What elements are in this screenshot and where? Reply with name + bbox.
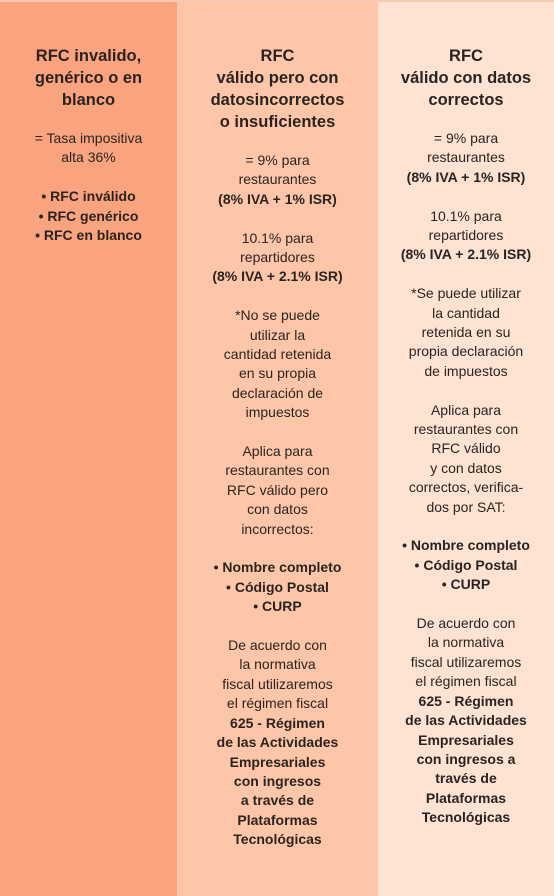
text-line: (8% IVA + 1% ISR) [406,168,526,185]
text-line: RFC [260,47,295,65]
text-line: en su propia [238,365,317,382]
text-line: y con datos [430,459,502,476]
text-block: *Se puede utilizar la cantidad retenida en… [378,284,554,381]
text-line: Empresariales [418,731,514,748]
text-line: RFC [449,47,483,65]
text-line: dos por SAT: [426,498,506,515]
text-block: Aplica para restaurantes con RFC válido pe… [177,442,378,539]
text-block: = 9% para restaurantes (8% IVA + 1% ISR) [378,129,554,187]
text-block: Aplica para restaurantes con RFC válido y c… [378,401,554,517]
text-block: • Nombre completo • Código Postal • CURP [378,536,554,594]
text-line: a través de [240,792,315,809]
text-line: RFC válido pero [226,481,329,498]
text-line: fiscal utilizaremos [410,653,522,670]
text-line: propia declaración [408,343,524,360]
text-line: 10.1% para [430,207,502,224]
text-line: la cantidad [432,304,500,321]
text-line: 625 - Régimen [230,714,325,731]
text-line: de las Actividades [216,734,339,751]
text-line: Plataformas [237,811,318,828]
text-line: con datos [247,501,308,518]
text-line: fiscal utilizaremos [222,675,333,692]
text-line: con ingresos [233,772,322,789]
text-block: • RFC inválido • RFC genérico • RFC en bla… [0,187,177,245]
text-line: Tecnológicas [233,831,322,848]
text-line: genérico o en [34,69,143,87]
text-line: = Tasa impositiva [34,130,143,146]
text-line: la normativa [239,656,316,673]
text-line: Aplica para [242,443,313,460]
text-line: restaurantes [427,149,505,166]
text-line: utilizar la [249,326,306,343]
text-line: Tecnológicas [421,809,511,826]
text-line: 10.1% para [241,229,314,246]
text-line: impuestos [245,404,310,421]
text-line: = 9% para [245,152,310,168]
text-line: de las Actividades [405,712,527,729]
text-line: datosincorrectos [210,91,345,109]
text-line: repartidores [428,227,504,244]
column: RFC válido pero con datosincorrectos o insu… [177,2,378,896]
text-line: cantidad retenida [223,346,332,363]
text-block: De acuerdo con la normativa fiscal utiliza… [177,636,378,849]
text-line: De acuerdo con [228,637,327,654]
text-line: (8% IVA + 2.1% ISR) [212,268,343,285]
text-block: De acuerdo con la normativa fiscal utiliza… [378,614,554,827]
text-line: de impuestos [424,362,508,379]
text-line: restaurantes [238,171,317,188]
text-line: • RFC inválido [41,188,136,205]
text-line: • RFC genérico [38,207,139,224]
text-block: = Tasa impositiva alta 36% [0,129,177,168]
text-line: correctos, verifica- [408,479,524,496]
text-line: *No se puede [235,307,320,324]
text-line: blanco [61,91,116,109]
text-line: correctos [428,91,504,109]
text-block: = 9% para restaurantes (8% IVA + 1% ISR) [177,151,378,209]
column-title: RFC válido pero con datosincorrectos o insu… [177,45,378,133]
text-line: incorrectos: [241,520,314,537]
text-line: Aplica para [430,401,502,418]
text-line: válido con datos [400,69,532,87]
text-line: declaración de [231,384,324,401]
text-line: retenida en su [421,324,511,341]
text-line: • Nombre completo [402,537,530,554]
column: RFC válido con datos correctos = 9% para res… [378,2,554,896]
text-line: • CURP [441,576,491,593]
text-line: Empresariales [229,753,326,770]
text-line: el régimen fiscal [415,673,517,690]
text-line: • Código Postal [414,556,518,573]
text-line: la normativa [427,634,505,651]
text-block: • Nombre completo • Código Postal • CURP [177,558,378,616]
text-line: • Nombre completo [213,559,342,576]
text-line: el régimen fiscal [226,695,329,712]
text-line: alta 36% [61,149,116,166]
text-line: repartidores [240,249,315,266]
text-line: con ingresos a [416,750,516,767]
text-line: Plataformas [425,789,507,806]
text-block: 10.1% para repartidores (8% IVA + 2.1% ISR… [177,229,378,287]
text-line: RFC invalido, [35,47,142,65]
text-line: válido pero con [216,69,339,87]
text-line: o insuficientes [219,113,336,131]
text-line: restaurantes con [413,421,519,438]
text-line: (8% IVA + 1% ISR) [218,190,337,207]
text-line: • RFC en blanco [35,227,142,244]
text-line: restaurantes con [225,462,330,479]
text-line: (8% IVA + 2.1% ISR) [400,246,532,263]
column: RFC invalido, genérico o en blanco = Tasa i… [0,2,177,896]
text-line: 625 - Régimen [418,692,514,709]
text-line: través de [435,770,497,787]
text-line: De acuerdo con [416,615,516,632]
column-title: RFC invalido, genérico o en blanco [0,45,177,111]
text-line: • Código Postal [226,578,329,595]
text-line: *Se puede utilizar [411,285,521,302]
text-block: 10.1% para repartidores (8% IVA + 2.1% ISR… [378,207,554,265]
column-title: RFC válido con datos correctos [378,45,554,111]
text-block: *No se puede utilizar la cantidad retenida… [177,306,378,422]
text-line: RFC válido [431,440,501,457]
text-line: • CURP [253,598,302,615]
text-line: = 9% para [433,130,499,146]
